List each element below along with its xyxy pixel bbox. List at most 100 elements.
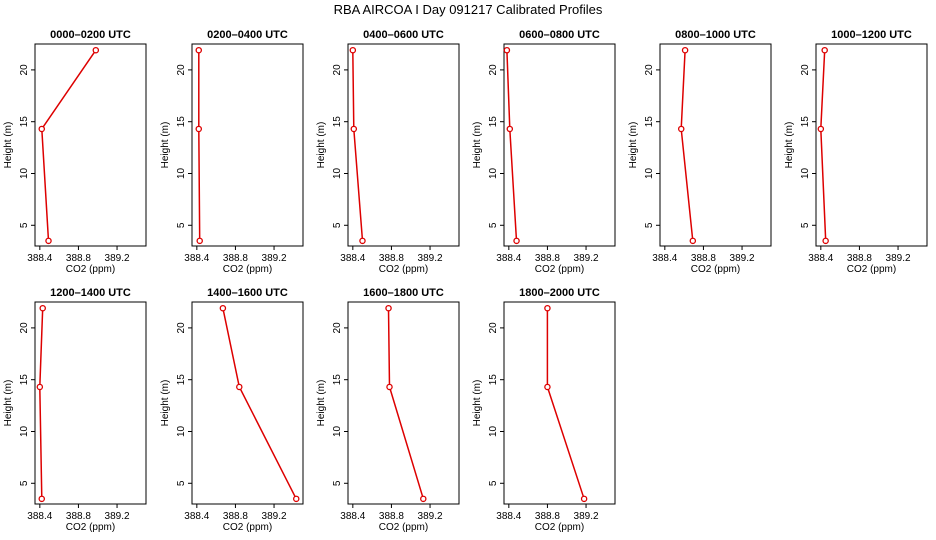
y-tick-label: 5 (488, 480, 499, 486)
x-tick-label: 388.8 (379, 253, 404, 264)
plot-frame (503, 43, 616, 247)
x-axis-label: CO2 (ppm) (66, 264, 115, 275)
y-tick-label: 15 (488, 374, 499, 386)
profile-point (677, 125, 685, 133)
y-tick-label: 15 (488, 116, 499, 128)
y-tick-label: 20 (800, 64, 811, 76)
profile-panel: 0800–1000 UTC 388.4 388.8 389.2 5 10 15 20 CO2 (… (628, 29, 772, 275)
x-axis-label: CO2 (ppm) (223, 264, 272, 275)
y-tick-label: 10 (488, 425, 499, 437)
y-axis-label: Height (m) (316, 122, 327, 169)
profile-line (222, 308, 297, 500)
y-tick-label: 5 (800, 222, 811, 228)
y-tick-label: 20 (332, 322, 343, 334)
x-axis-label: CO2 (ppm) (535, 264, 584, 275)
y-tick-label: 15 (176, 374, 187, 386)
x-tick-label: 389.2 (418, 253, 443, 264)
y-tick-label: 20 (176, 64, 187, 76)
panel-title: 0600–0800 UTC (519, 29, 600, 41)
panel-title: 0200–0400 UTC (207, 29, 288, 41)
y-axis-label: Height (m) (472, 122, 483, 169)
profile-line (506, 50, 518, 241)
y-tick-label: 20 (488, 64, 499, 76)
y-tick-label: 10 (800, 167, 811, 179)
x-tick-label: 388.4 (496, 253, 521, 264)
profile-point (681, 46, 689, 54)
profile-panel: 1800–2000 UTC 388.4 388.8 389.2 5 10 15 20 CO2 (… (472, 287, 616, 533)
profile-point (822, 237, 829, 245)
y-axis-label: Height (m) (316, 380, 327, 427)
profile-panel: 1000–1200 UTC 388.4 388.8 389.2 5 10 15 20 CO2 (… (784, 29, 928, 275)
profile-point (38, 125, 46, 133)
panel-title: 0800–1000 UTC (675, 29, 756, 41)
profile-point (385, 304, 392, 312)
profile-point (195, 125, 203, 133)
profile-line (546, 308, 585, 500)
x-tick-label: 389.2 (262, 253, 287, 264)
profile-point (359, 237, 366, 245)
plot-frame (191, 301, 304, 505)
y-axis-label: Height (m) (3, 380, 14, 427)
x-axis-label: CO2 (ppm) (691, 264, 740, 275)
profile-point (544, 304, 551, 312)
profile-line (387, 308, 425, 500)
profile-point (503, 46, 511, 54)
profile-panel: 0200–0400 UTC 388.4 388.8 389.2 5 10 15 20 CO2 (… (160, 29, 304, 275)
x-tick-label: 388.8 (223, 511, 248, 522)
profile-point (39, 304, 46, 312)
x-tick-label: 389.2 (574, 511, 599, 522)
y-tick-label: 5 (644, 222, 655, 228)
profile-point (219, 304, 227, 312)
y-axis-label: Height (m) (784, 122, 795, 169)
y-tick-label: 15 (800, 116, 811, 128)
profile-panel: 1600–1800 UTC 388.4 388.8 389.2 5 10 15 20 CO2 (… (316, 287, 460, 533)
profile-line (41, 49, 97, 241)
x-axis-label: CO2 (ppm) (847, 264, 896, 275)
y-tick-label: 5 (176, 480, 187, 486)
panel-title: 0400–0600 UTC (363, 29, 444, 41)
y-axis-label: Height (m) (160, 380, 171, 427)
x-tick-label: 389.2 (886, 253, 911, 264)
y-tick-label: 20 (332, 64, 343, 76)
profile-panel: 0000–0200 UTC 388.4 388.8 389.2 5 10 15 20 CO2 (… (3, 29, 147, 275)
panel-title: 1600–1800 UTC (363, 287, 444, 299)
profile-panel: 0600–0800 UTC 388.4 388.8 389.2 5 10 15 20 CO2 (… (472, 29, 616, 275)
profile-point (195, 46, 203, 54)
profile-line (198, 50, 201, 241)
profile-point (36, 383, 44, 391)
x-axis-label: CO2 (ppm) (66, 522, 115, 533)
y-tick-label: 5 (488, 222, 499, 228)
panel-title: 1800–2000 UTC (519, 287, 600, 299)
profile-line (680, 50, 694, 241)
x-tick-label: 389.2 (105, 253, 130, 264)
x-axis-label: CO2 (ppm) (379, 522, 428, 533)
y-tick-label: 15 (176, 116, 187, 128)
y-tick-label: 5 (332, 480, 343, 486)
profile-point (420, 495, 427, 503)
y-tick-label: 10 (332, 167, 343, 179)
y-axis-label: Height (m) (472, 380, 483, 427)
panel-title: 1200–1400 UTC (50, 287, 131, 299)
profile-point (580, 495, 588, 503)
profile-point (513, 237, 520, 245)
plot-frame (659, 43, 772, 247)
y-tick-label: 20 (644, 64, 655, 76)
x-tick-label: 388.8 (223, 253, 248, 264)
profile-point (386, 383, 393, 391)
panel-title: 1400–1600 UTC (207, 287, 288, 299)
x-tick-label: 388.8 (691, 253, 716, 264)
x-tick-label: 388.8 (535, 511, 560, 522)
plot-frame (815, 43, 928, 247)
profile-point (350, 125, 358, 133)
y-tick-label: 5 (19, 480, 30, 486)
x-tick-label: 388.8 (66, 253, 91, 264)
y-tick-label: 20 (19, 64, 30, 76)
panels-grid: 0000–0200 UTC 388.4 388.8 389.2 5 10 15 20 CO2 (… (3, 29, 928, 533)
profile-panel: 1400–1600 UTC 388.4 388.8 389.2 5 10 15 20 CO2 (… (160, 287, 304, 533)
y-tick-label: 10 (19, 167, 30, 179)
plot-frame (503, 301, 616, 505)
y-tick-label: 10 (19, 425, 30, 437)
profile-point (821, 46, 828, 54)
x-axis-label: CO2 (ppm) (223, 522, 272, 533)
